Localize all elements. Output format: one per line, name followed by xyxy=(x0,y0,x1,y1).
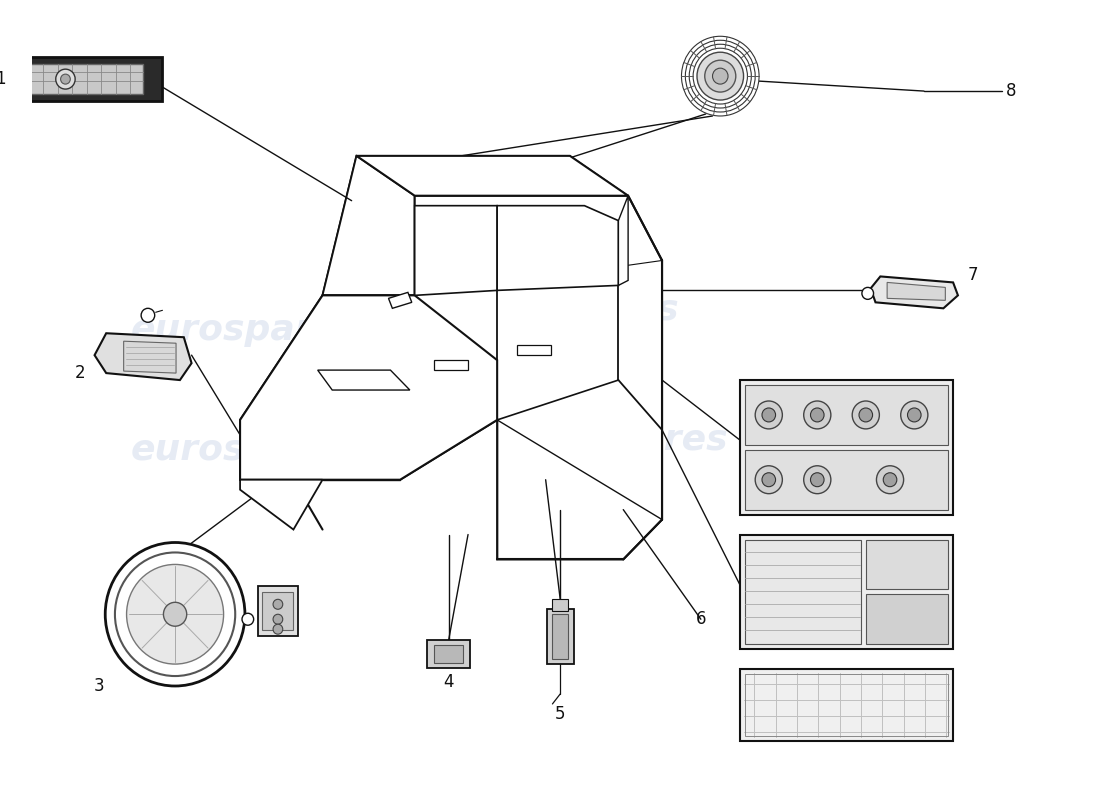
Bar xyxy=(517,345,550,355)
Circle shape xyxy=(141,308,155,322)
Polygon shape xyxy=(870,277,958,308)
Circle shape xyxy=(682,36,759,116)
Polygon shape xyxy=(322,156,415,295)
Polygon shape xyxy=(388,292,411,308)
Circle shape xyxy=(242,614,254,626)
Bar xyxy=(745,450,948,510)
Text: eurospares: eurospares xyxy=(499,423,728,457)
Circle shape xyxy=(126,565,223,664)
Polygon shape xyxy=(318,370,410,390)
Polygon shape xyxy=(415,206,497,295)
Circle shape xyxy=(273,599,283,610)
Polygon shape xyxy=(240,196,662,559)
Bar xyxy=(257,586,298,636)
Bar xyxy=(263,592,294,630)
Circle shape xyxy=(811,473,824,486)
Bar xyxy=(434,645,463,663)
Text: 3: 3 xyxy=(95,677,104,695)
Polygon shape xyxy=(240,420,322,530)
Circle shape xyxy=(60,74,70,84)
Text: 8: 8 xyxy=(1006,82,1016,100)
Circle shape xyxy=(705,60,736,92)
Circle shape xyxy=(852,401,879,429)
Circle shape xyxy=(106,542,245,686)
Bar xyxy=(866,539,948,590)
Text: 4: 4 xyxy=(443,673,454,691)
Bar xyxy=(739,534,953,649)
Polygon shape xyxy=(887,282,945,300)
Circle shape xyxy=(273,624,283,634)
Circle shape xyxy=(56,69,75,89)
Bar xyxy=(745,539,861,644)
Circle shape xyxy=(164,602,187,626)
Bar xyxy=(552,614,568,659)
Text: 7: 7 xyxy=(967,266,978,285)
Circle shape xyxy=(883,473,896,486)
Circle shape xyxy=(908,408,921,422)
Circle shape xyxy=(901,401,928,429)
Circle shape xyxy=(273,614,283,624)
Circle shape xyxy=(859,408,872,422)
Bar xyxy=(745,385,948,445)
Circle shape xyxy=(762,408,776,422)
Bar xyxy=(739,380,953,514)
Text: 5: 5 xyxy=(556,705,565,723)
Circle shape xyxy=(762,473,776,486)
Circle shape xyxy=(811,408,824,422)
Circle shape xyxy=(756,401,782,429)
Polygon shape xyxy=(240,295,497,480)
Circle shape xyxy=(877,466,903,494)
Circle shape xyxy=(690,44,751,108)
Text: eurospares: eurospares xyxy=(131,433,360,467)
Polygon shape xyxy=(618,196,628,286)
Text: eurospares: eurospares xyxy=(451,294,680,327)
Circle shape xyxy=(804,466,830,494)
Bar xyxy=(547,610,574,664)
Bar xyxy=(552,599,568,611)
Circle shape xyxy=(804,401,830,429)
Bar xyxy=(427,640,470,668)
Bar xyxy=(16,57,163,101)
Polygon shape xyxy=(123,342,176,373)
Text: 1: 1 xyxy=(0,70,6,88)
Polygon shape xyxy=(497,206,618,290)
Bar xyxy=(434,360,468,370)
Circle shape xyxy=(756,466,782,494)
Polygon shape xyxy=(356,156,628,196)
Polygon shape xyxy=(95,334,191,380)
Bar xyxy=(29,64,143,94)
Circle shape xyxy=(693,48,747,104)
Bar xyxy=(739,669,953,741)
Text: eurospares: eurospares xyxy=(131,314,360,347)
Circle shape xyxy=(862,287,873,299)
Circle shape xyxy=(114,553,235,676)
Circle shape xyxy=(713,68,728,84)
Circle shape xyxy=(685,40,756,112)
Bar xyxy=(866,594,948,644)
Circle shape xyxy=(697,52,744,100)
Text: 6: 6 xyxy=(695,610,706,628)
Bar xyxy=(745,674,948,736)
Text: 2: 2 xyxy=(75,364,86,382)
